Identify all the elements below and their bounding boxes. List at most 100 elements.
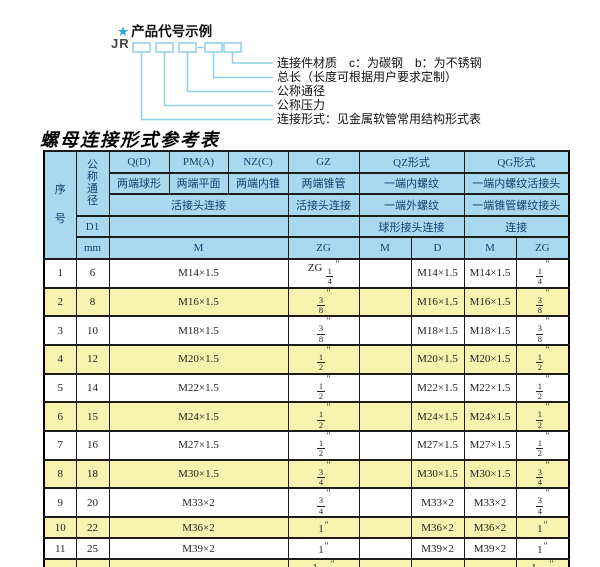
cell-qg-m: M16×1.5 [463,286,517,318]
cell-m: M36×2 [108,516,289,540]
cell-qz-m [358,315,412,347]
header-d1: D1 [75,214,110,239]
header-col-nz: NZ(C) [227,150,289,174]
header-desc-pm: 两端平面 [168,171,229,196]
cell-gz: 3 4 " [287,487,360,519]
cell-qg-zg: 1 2 " [515,401,570,433]
cell-qz-d: M14×1.5 [410,257,465,289]
header-desc-q: 两端球形 [108,171,170,196]
table-row: 7 16 M27×1.5 1 2 " M27×1.5 M27×1.5 1 2 " [43,430,570,461]
header-desc-gz: 两端锥管 [287,171,360,196]
cell-seq: 6 [43,401,77,433]
cell-m: M33×2 [108,487,289,519]
cell-m: M30×1.5 [108,458,289,490]
cell-qg-zg: 1 4 " [515,257,570,289]
cell-qz-d: M30×1.5 [410,458,465,490]
code-prefix: JR [111,36,130,51]
table-row: 1 6 M14×1.5 ZG 1 4 " M14×1.5 M14×1.5 1 4 " [43,257,570,289]
cell-m: M16×1.5 [108,286,289,318]
cell-qz-d: M27×1.5 [410,430,465,461]
code-box [223,42,242,53]
cell-qg-zg: 3 4 " [515,487,570,519]
code-box [155,42,174,53]
cell-qz-d: M22×1.5 [410,372,465,404]
header-dn: 公称通径 [75,150,110,217]
connector-line [186,52,273,93]
cell-gz: 1 2 " [287,401,360,433]
header-blank-gz [287,214,360,239]
header-blank-qpn [108,214,289,239]
cell-dn: 32 [75,558,110,567]
header-col-qz: QZ形式 [358,150,465,174]
cell-seq: 7 [43,430,77,461]
table-row: 4 12 M20×1.5 1 2 " M20×1.5 M20×1.5 1 2 " [43,344,570,375]
cell-gz: 1 2 " [287,344,360,375]
cell-dn: 20 [75,487,110,519]
cell-seq: 8 [43,458,77,490]
cell-qz-m [358,458,412,490]
cell-qz-m [358,401,412,433]
header-unit-qg-m: M [463,236,517,260]
cell-qz-m [358,257,412,289]
cell-m: M22×1.5 [108,372,289,404]
table-body: 1 6 M14×1.5 ZG 1 4 " M14×1.5 M14×1.5 1 4 " 2 8 M16×1.… [43,257,570,567]
cell-seq: 4 [43,344,77,375]
header-conn-qg: 一端锥管螺纹接头 [463,193,570,217]
cell-dn: 22 [75,516,110,540]
diagram-label: 连接形式：见金属软管常用结构形式表 [277,112,482,126]
cell-gz: 1 14" [287,558,360,567]
cell-seq: 9 [43,487,77,519]
header-conn-gz: 活接头连接 [287,193,360,217]
code-connector-diagram [132,42,273,121]
diagram-labels: 连接件材质 c：为碳钢 b：为不锈钢 总长（长度可根据用户要求定制） 公称通径 … [277,56,482,126]
cell-m: M24×1.5 [108,401,289,433]
cell-qz-d: M39×2 [410,537,465,561]
diagram-label: 连接件材质 c：为碳钢 b：为不锈钢 [277,56,482,70]
cell-dn: 8 [75,286,110,318]
cell-dn: 14 [75,372,110,404]
diagram-label: 公称压力 [277,98,326,112]
cell-qg-m: M14×1.5 [463,257,517,289]
cell-gz: 3 8 " [287,286,360,318]
cell-qz-m [358,558,412,567]
table-row: 5 14 M22×1.5 1 2 " M22×1.5 M22×1.5 1 2 " [43,372,570,404]
cell-qg-m: M27×1.5 [463,430,517,461]
cell-qz-d: M24×1.5 [410,401,465,433]
cell-qz-m [358,487,412,519]
cell-qz-d: M36×2 [410,516,465,540]
cell-seq: 11 [43,537,77,561]
cell-m: M27×1.5 [108,430,289,461]
code-box [178,42,197,53]
cell-qz-m [358,430,412,461]
header-col-gz: GZ [287,150,360,174]
cell-gz: 1" [287,516,360,540]
cell-qg-m: M36×2 [463,516,517,540]
star-icon: ★ [117,24,130,39]
header-col-q: Q(D) [108,150,170,174]
cell-qz-d: M45×2 [410,558,465,567]
cell-qg-m: M20×1.5 [463,344,517,375]
connector-line [163,52,273,107]
cell-qg-m: M22×1.5 [463,372,517,404]
code-box [204,42,223,53]
code-box [132,42,151,53]
table-row: 9 20 M33×2 3 4 " M33×2 M33×2 3 4 " [43,487,570,519]
cell-m: M18×1.5 [108,315,289,347]
connector-line [212,52,273,79]
cell-qz-m [358,286,412,318]
cell-gz: 3 4 " [287,458,360,490]
